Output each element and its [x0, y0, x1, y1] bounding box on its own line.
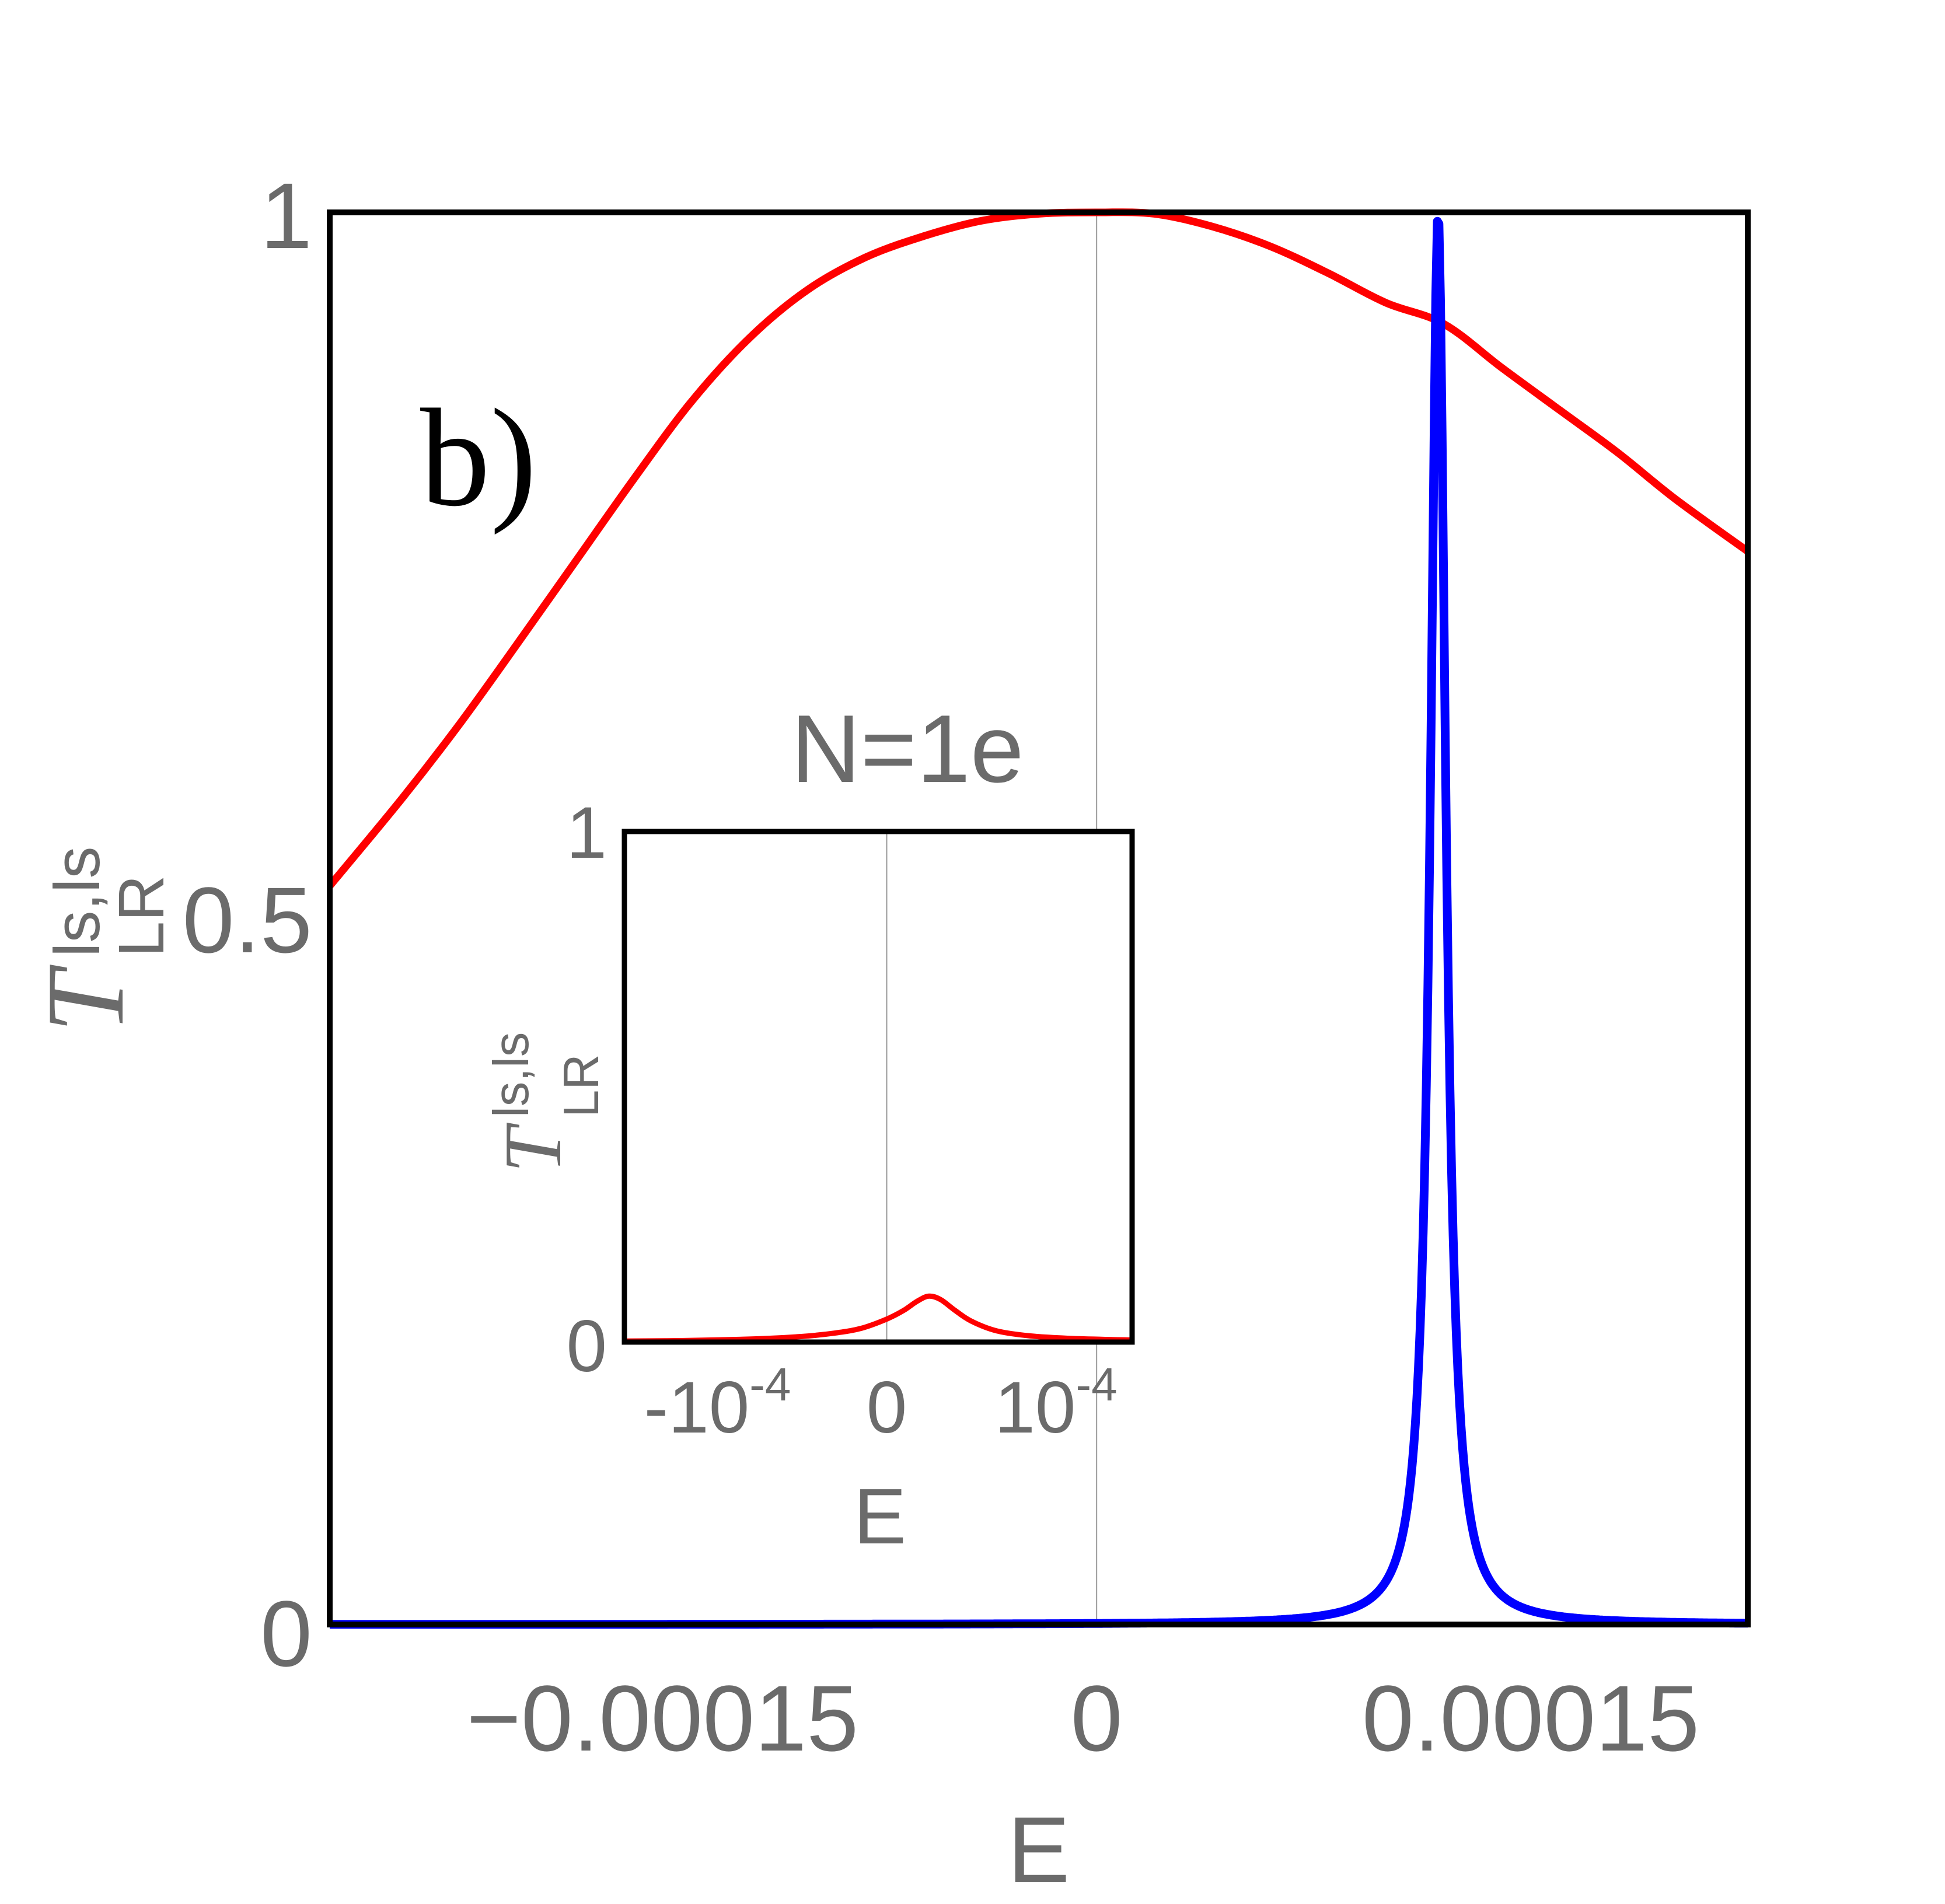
inset-x-axis-label: E — [854, 1472, 906, 1560]
main-plot-frame — [327, 209, 1751, 1627]
inset-background — [624, 832, 1132, 1342]
main-x-tick-label-neg: −0.00015 — [466, 1666, 858, 1770]
inset-y-axis-label-sub: LR — [554, 1054, 609, 1117]
inset-y-axis-label-sup: ls,ls — [484, 1032, 539, 1117]
inset-x-tick-label-neg: -10-4 — [644, 1358, 791, 1448]
main-y-tick-label-0.5: 0.5 — [183, 868, 312, 972]
inset-title: N=1e — [791, 695, 1024, 802]
inset-x-tick-label-neg-exp: -4 — [749, 1358, 791, 1410]
inset-y-tick-label-0: 0 — [566, 1306, 607, 1387]
main-plot: b) 0 0.5 1 −0.00015 0 0.00015 E T ls,ls … — [25, 163, 1751, 1902]
inset-x-tick-label-zero-base: 0 — [867, 1367, 907, 1448]
main-x-axis-label: E — [1008, 1797, 1070, 1902]
panel-label: b) — [420, 380, 537, 535]
main-y-tick-label-0: 0 — [260, 1581, 312, 1686]
inset-x-tick-label-pos-base: 10 — [994, 1367, 1075, 1448]
main-y-axis-label-sup: ls,ls — [41, 847, 113, 957]
inset-series-red-line — [624, 1293, 1133, 1344]
inset-y-axis-label-main: T — [488, 1122, 578, 1173]
inset-x-tick-label-zero: 0 — [867, 1367, 907, 1448]
inset-plot: N=1e 0 1 -10-4 0 10-4 E T ls,ls LR — [484, 695, 1135, 1560]
main-x-tick-label-pos: 0.00015 — [1362, 1666, 1699, 1770]
main-x-tick-label-zero: 0 — [1071, 1666, 1123, 1770]
main-y-axis-label-main: T — [25, 965, 147, 1033]
main-series-red-line — [326, 208, 1750, 889]
main-y-axis-label: T ls,ls LR — [25, 847, 177, 1033]
inset-y-tick-label-1: 1 — [566, 792, 607, 874]
inset-x-tick-label-pos: 10-4 — [994, 1358, 1117, 1448]
inset-x-tick-label-neg-base: -10 — [644, 1367, 750, 1448]
main-y-tick-label-1: 1 — [260, 163, 312, 268]
inset-y-axis-label: T ls,ls LR — [484, 1032, 609, 1173]
main-y-axis-label-sub: LR — [106, 875, 177, 957]
inset-x-tick-label-pos-exp: -4 — [1075, 1358, 1117, 1410]
inset-plot-frame — [621, 829, 1135, 1345]
